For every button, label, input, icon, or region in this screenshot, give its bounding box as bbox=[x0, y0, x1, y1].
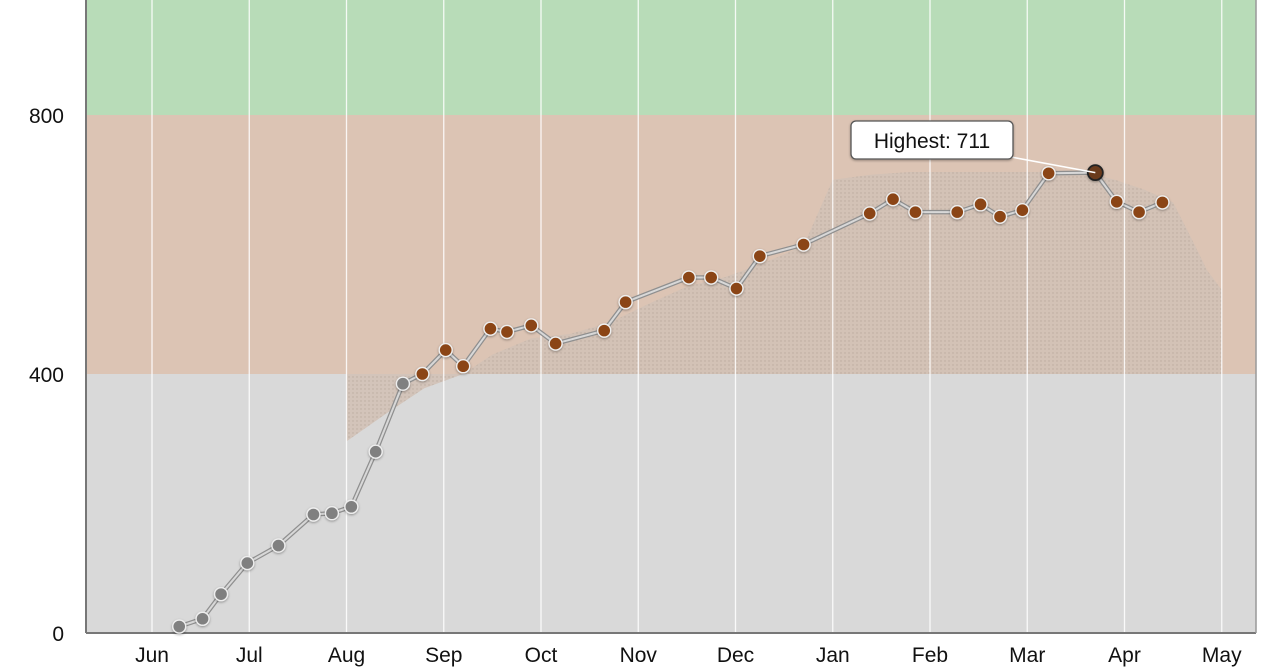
data-point[interactable] bbox=[950, 204, 965, 220]
tick-labels: Jun Jul Aug Sep Oct Nov Dec Jan Feb Mar Apr May 0 400… bbox=[29, 105, 1242, 667]
data-point[interactable] bbox=[548, 336, 563, 351]
data-point[interactable] bbox=[862, 206, 877, 221]
data-point[interactable] bbox=[1015, 202, 1030, 218]
data-point[interactable] bbox=[213, 586, 229, 602]
data-point[interactable] bbox=[368, 444, 383, 459]
data-point[interactable] bbox=[1109, 194, 1124, 209]
tooltip-label: Highest: 711 bbox=[874, 130, 990, 153]
x-tick-label-jul: Jul bbox=[236, 644, 263, 667]
y-tick-label-800: 800 bbox=[29, 105, 64, 128]
y-tick-label-400: 400 bbox=[29, 364, 64, 387]
shaded-area-layer bbox=[346, 171, 1222, 442]
data-point[interactable] bbox=[908, 204, 923, 220]
data-point[interactable] bbox=[618, 294, 633, 310]
band-low bbox=[86, 374, 1256, 633]
x-tick-label-feb: Feb bbox=[912, 644, 948, 667]
x-tick-label-oct: Oct bbox=[525, 644, 558, 667]
x-tick-label-aug: Aug bbox=[328, 644, 365, 667]
data-point[interactable] bbox=[973, 197, 988, 212]
data-point[interactable] bbox=[1131, 204, 1147, 220]
band-high bbox=[86, 0, 1256, 115]
x-tick-label-mar: Mar bbox=[1009, 644, 1045, 667]
y-tick-label-0: 0 bbox=[52, 623, 64, 646]
data-point[interactable] bbox=[796, 237, 811, 252]
tooltip-connector bbox=[1010, 156, 1096, 174]
data-point[interactable] bbox=[483, 321, 498, 336]
data-point[interactable] bbox=[992, 209, 1008, 224]
gridlines bbox=[151, 0, 1223, 633]
data-point[interactable] bbox=[415, 366, 430, 382]
data-point[interactable] bbox=[240, 555, 255, 571]
data-point[interactable] bbox=[597, 323, 612, 338]
data-points bbox=[172, 164, 1170, 634]
shaded-area bbox=[346, 171, 1222, 442]
data-point[interactable] bbox=[324, 506, 340, 521]
data-point[interactable] bbox=[344, 499, 359, 514]
data-point[interactable] bbox=[306, 507, 321, 522]
data-point[interactable] bbox=[499, 324, 515, 340]
data-point[interactable] bbox=[395, 376, 411, 391]
axes bbox=[85, 0, 1257, 634]
data-point[interactable] bbox=[172, 619, 187, 634]
data-point[interactable] bbox=[1155, 195, 1170, 210]
data-point[interactable] bbox=[438, 342, 453, 358]
data-point[interactable] bbox=[885, 191, 901, 207]
data-point[interactable] bbox=[195, 611, 210, 626]
data-point[interactable] bbox=[456, 359, 471, 374]
data-point[interactable] bbox=[729, 281, 744, 296]
x-tick-label-nov: Nov bbox=[620, 644, 658, 667]
x-tick-label-apr: Apr bbox=[1108, 644, 1141, 667]
tooltip-box bbox=[850, 120, 1014, 160]
data-point[interactable] bbox=[681, 270, 697, 285]
x-tick-label-may: May bbox=[1202, 644, 1242, 667]
x-tick-label-dec: Dec bbox=[717, 644, 754, 667]
data-point[interactable] bbox=[1041, 166, 1056, 181]
data-point[interactable] bbox=[703, 270, 719, 285]
data-point[interactable] bbox=[524, 318, 539, 333]
data-point[interactable] bbox=[752, 248, 768, 264]
x-tick-label-jun: Jun bbox=[135, 644, 169, 667]
data-point[interactable] bbox=[271, 538, 286, 553]
x-tick-label-jan: Jan bbox=[816, 644, 850, 667]
highlight-tooltip: Highest: 711 bbox=[850, 120, 1096, 174]
x-tick-label-sep: Sep bbox=[425, 644, 462, 667]
